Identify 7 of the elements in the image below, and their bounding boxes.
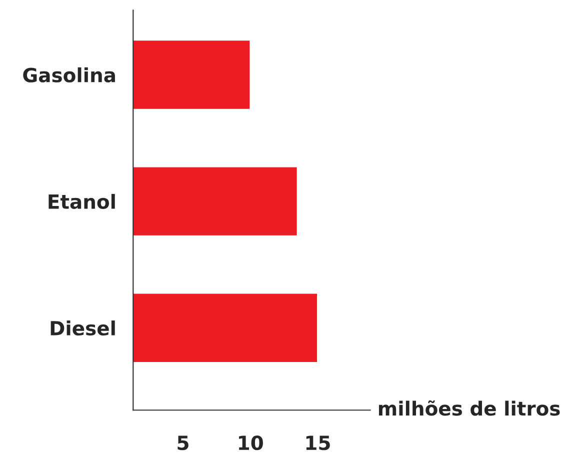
x-axis-title: milhões de litros [378,400,560,416]
y-tick-label: Diesel [50,320,115,336]
x-tick-label: 10 [239,435,263,450]
y-tick-label: Gasolina [23,67,115,82]
x-tick-label: 15 [306,436,330,450]
x-tick-label: 5 [178,436,188,450]
y-tick-label: Etanol [48,194,115,209]
